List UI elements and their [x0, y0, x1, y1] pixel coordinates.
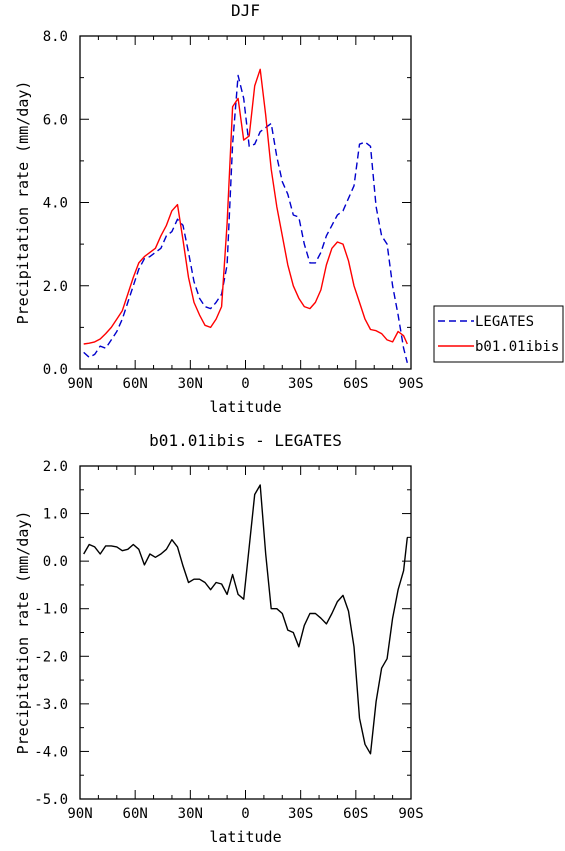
plot-frame	[79, 35, 412, 370]
series-line-1	[83, 484, 408, 755]
x-tick-label: 0	[241, 806, 249, 822]
x-tick-label: 60S	[343, 806, 368, 822]
x-axis-label: latitude	[209, 398, 281, 416]
y-tick-label: -4.0	[34, 744, 68, 760]
x-tick-label: 60N	[123, 376, 148, 392]
x-tick-label: 60S	[343, 376, 368, 392]
y-tick-label: 1.0	[43, 507, 68, 523]
legend-label-1: LEGATES	[475, 314, 534, 330]
y-tick-label: -3.0	[34, 697, 68, 713]
legend-label-2: b01.01ibis	[475, 339, 559, 355]
x-tick-label: 90S	[398, 376, 423, 392]
x-tick-label: 30N	[178, 806, 203, 822]
y-tick-label: -5.0	[34, 792, 68, 808]
x-tick-label: 0	[241, 376, 249, 392]
series-line-2	[83, 68, 408, 345]
y-tick-label: 6.0	[43, 112, 68, 128]
chart-title: b01.01ibis - LEGATES	[149, 431, 342, 450]
x-tick-label: 30S	[288, 806, 313, 822]
chart-panel-1: DJF 90N 60N 30N 0 30S 60S 90S 0.0 2.0 4.0 6.0 8.0 lat…	[14, 1, 564, 416]
x-tick-label: 30S	[288, 376, 313, 392]
chart-panel-2: b01.01ibis - LEGATES 90N 60N 30N 0 30S 60S 90S -…	[14, 431, 424, 846]
y-tick-label: 8.0	[43, 29, 68, 45]
plot-frame	[79, 465, 412, 800]
x-axis-label: latitude	[209, 828, 281, 846]
x-tick-label: 90N	[67, 376, 92, 392]
y-axis-label: Precipitation rate (mm/day)	[14, 511, 32, 755]
y-tick-label: 4.0	[43, 196, 68, 212]
y-tick-label: 2.0	[43, 279, 68, 295]
legend-box	[433, 305, 564, 363]
chart-title: DJF	[231, 1, 260, 20]
x-tick-label: 60N	[123, 806, 148, 822]
y-tick-label: 2.0	[43, 459, 68, 475]
y-tick-label: 0.0	[43, 362, 68, 378]
x-tick-label: 90S	[398, 806, 423, 822]
y-axis-label: Precipitation rate (mm/day)	[14, 81, 32, 325]
y-tick-label: 0.0	[43, 554, 68, 570]
x-tick-label: 30N	[178, 376, 203, 392]
legend: LEGATES b01.01ibis	[433, 305, 564, 363]
series-line-1	[83, 74, 408, 363]
y-tick-label: -1.0	[34, 602, 68, 618]
x-tick-label: 90N	[67, 806, 92, 822]
y-tick-label: -2.0	[34, 649, 68, 665]
